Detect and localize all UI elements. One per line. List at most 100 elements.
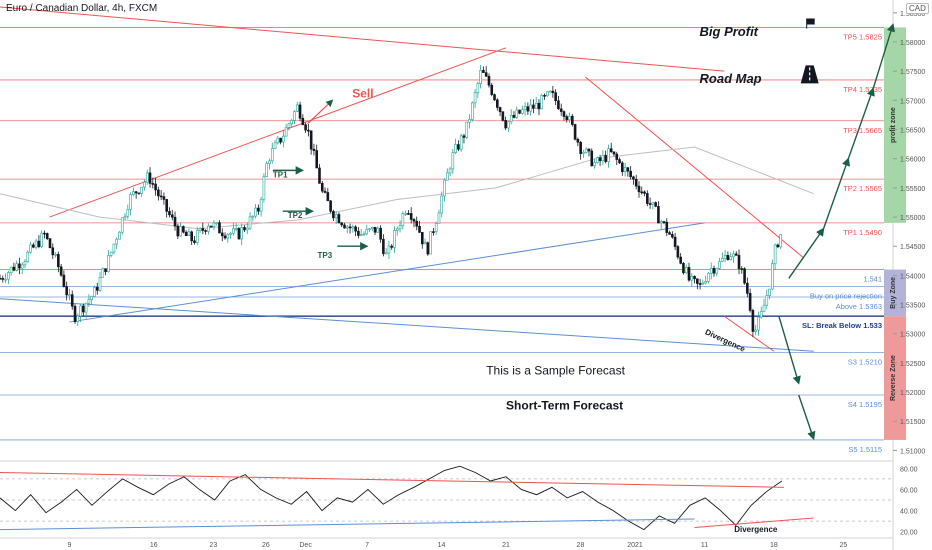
candle-body — [34, 240, 38, 248]
candle — [259, 196, 263, 217]
candle — [612, 151, 616, 157]
candle-body — [262, 176, 266, 200]
candle — [390, 244, 394, 250]
candle — [320, 180, 324, 194]
candle — [451, 148, 455, 174]
candle — [498, 106, 502, 117]
candle — [432, 228, 435, 236]
candle-body — [84, 302, 88, 313]
candle — [315, 144, 319, 169]
candle-body — [476, 83, 480, 93]
candle-body — [604, 154, 607, 162]
candle — [746, 277, 749, 298]
candle — [490, 82, 494, 97]
x-tick-label: 23 — [209, 542, 217, 549]
candle-body — [596, 157, 599, 163]
candle-body — [259, 198, 263, 212]
candle — [429, 231, 432, 255]
x-tick-label: 26 — [262, 542, 270, 549]
candle — [623, 162, 627, 177]
candle-body — [470, 102, 474, 120]
road-map-label: Road Map — [700, 71, 762, 86]
candle-body — [184, 231, 188, 237]
candle-body — [432, 231, 435, 233]
candle-body — [268, 160, 271, 164]
price-tick-label: 1.55500 — [900, 186, 925, 193]
candle — [45, 232, 49, 241]
candle-body — [418, 225, 421, 233]
candle — [459, 133, 463, 152]
osc-support-line — [0, 518, 695, 531]
candle-body — [526, 106, 530, 112]
candle-body — [740, 268, 744, 270]
candle — [123, 213, 127, 221]
candle-body — [137, 192, 141, 195]
candle-body — [593, 162, 596, 167]
candle — [112, 243, 116, 255]
candle — [398, 220, 402, 233]
candle — [334, 211, 338, 224]
candle-body — [43, 232, 46, 235]
candle-body — [1, 278, 5, 280]
candle-body — [768, 288, 771, 296]
candle — [526, 102, 530, 115]
candle-body — [257, 207, 260, 212]
candle-body — [245, 227, 249, 231]
candle-body — [12, 266, 16, 271]
candle — [345, 224, 349, 234]
candle — [582, 149, 585, 158]
candle — [690, 273, 694, 287]
candle-body — [109, 251, 113, 256]
candle-body — [107, 255, 110, 272]
tp3-label: TP3 — [318, 251, 333, 260]
candle-body — [434, 223, 438, 233]
candle-body — [279, 137, 282, 143]
candle — [326, 187, 330, 202]
candle — [215, 221, 219, 226]
candle-body — [204, 230, 207, 232]
candle — [734, 251, 738, 256]
candle — [218, 220, 221, 234]
candle-body — [293, 111, 296, 121]
candle-body — [609, 148, 613, 153]
level-label: Buy on price rejection — [810, 291, 882, 300]
candle-body — [148, 172, 152, 184]
candle-body — [590, 150, 594, 167]
price-tick-label: 1.58000 — [900, 40, 925, 47]
candle — [537, 99, 541, 116]
osc-divergence-line — [694, 517, 814, 528]
candle — [51, 243, 55, 259]
candle-body — [270, 148, 274, 162]
candle — [571, 113, 574, 127]
candle — [584, 147, 588, 154]
candle-body — [104, 268, 107, 272]
candle — [48, 238, 52, 249]
candle-body — [345, 226, 349, 229]
candle-body — [598, 157, 602, 161]
candle-body — [318, 167, 321, 184]
candle — [237, 227, 241, 240]
candle — [687, 262, 691, 282]
candle-body — [534, 102, 538, 109]
candle-body — [637, 185, 641, 193]
candle-body — [759, 311, 763, 318]
candle — [79, 304, 82, 323]
candle — [554, 89, 557, 106]
x-tick-label: 28 — [577, 542, 585, 549]
candle — [382, 234, 385, 257]
candle-body — [751, 310, 755, 332]
candle-body — [465, 121, 469, 138]
candle — [379, 225, 382, 243]
candle — [465, 121, 469, 140]
candle — [518, 109, 521, 115]
candle-body — [518, 109, 521, 114]
candle — [209, 225, 213, 228]
candle-body — [543, 95, 546, 97]
candle — [632, 175, 635, 185]
candle-body — [779, 234, 782, 248]
candle — [743, 267, 746, 285]
candle — [207, 223, 210, 235]
candle — [679, 253, 682, 265]
candle — [662, 220, 666, 225]
candle-body — [473, 92, 477, 104]
